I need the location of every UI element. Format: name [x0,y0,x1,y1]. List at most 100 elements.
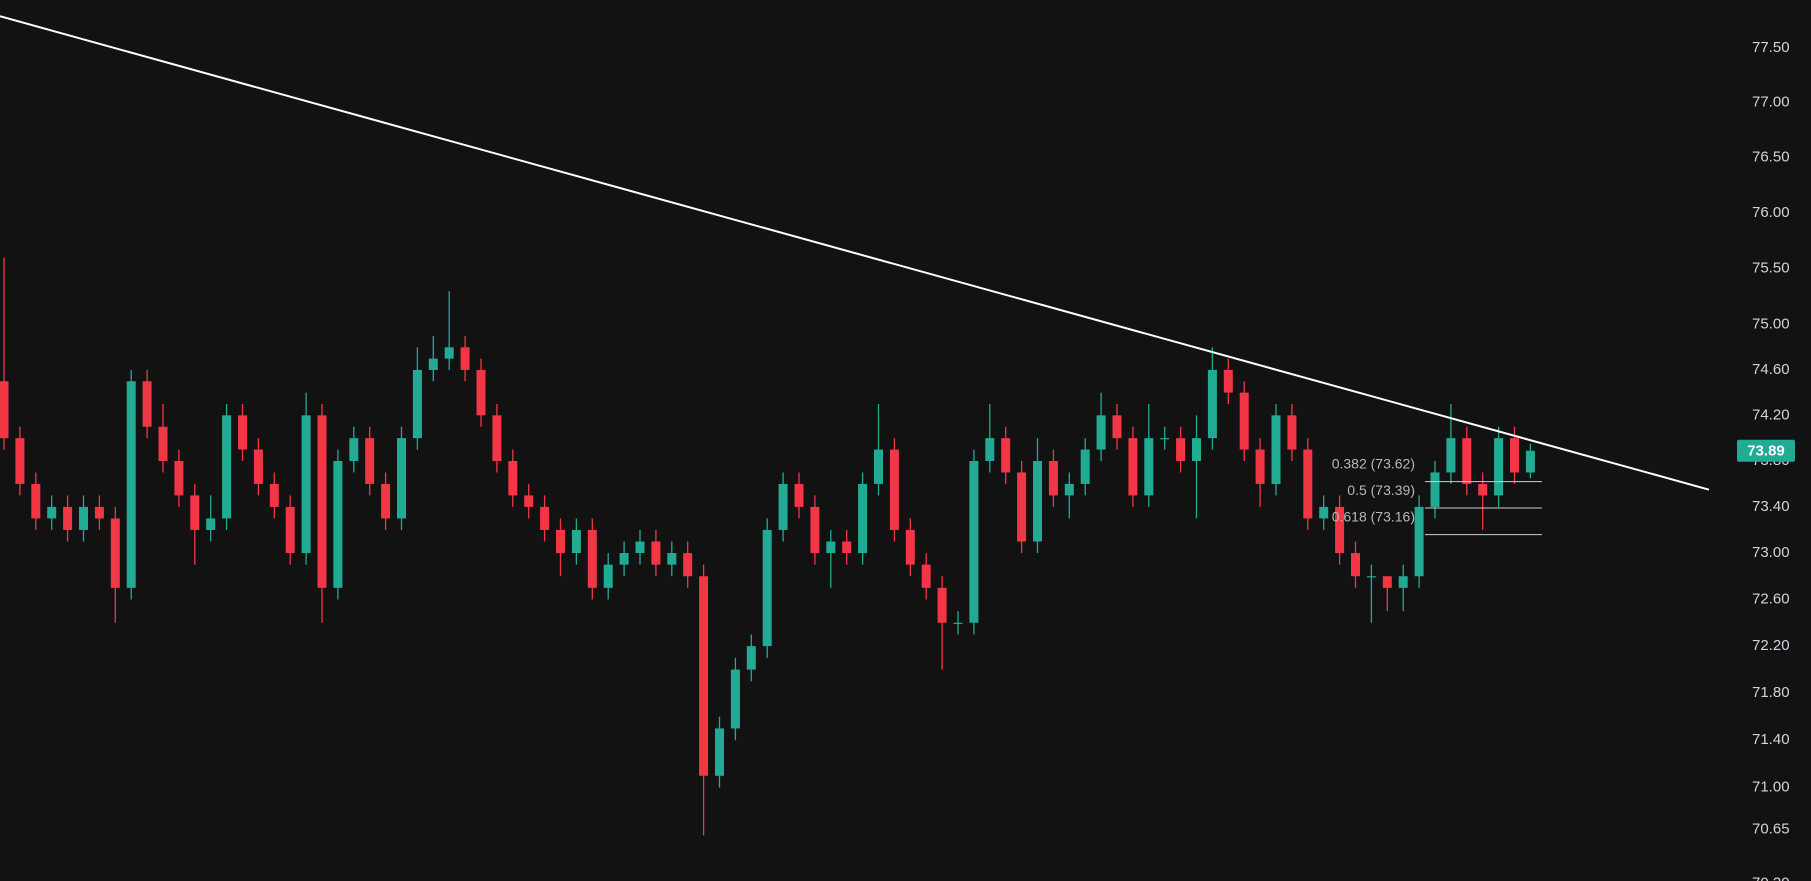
y-tick-label: 77.00 [1752,93,1790,110]
candle-body [1446,438,1456,473]
candle-body [1255,449,1265,484]
candle-body [253,449,263,484]
candle-body [63,506,73,530]
candle-body [94,506,104,519]
candle-body [1351,553,1360,577]
candle-body [206,518,216,530]
candle-body [730,669,740,729]
candle-body [285,506,295,554]
y-tick-label: 72.60 [1752,590,1790,607]
candle-body [238,415,247,450]
candle-body [381,483,391,519]
candle-body [1271,415,1281,484]
candle-body [31,483,41,519]
candle-body [937,587,947,623]
candle-body [1319,506,1329,519]
y-tick-label: 76.50 [1752,148,1790,165]
candle-body [365,438,375,484]
fib-label: 0.382 (73.62) [1332,455,1415,471]
candle-body [524,495,534,507]
candle-body [762,529,772,647]
candle-body [1303,449,1313,519]
candle-body [47,506,57,519]
candle-body [794,483,804,507]
candle-body [349,438,359,462]
candle-body [1478,483,1488,496]
candle-body [651,541,661,565]
candle-body [603,564,613,588]
candle-body [1335,506,1345,554]
candle-body [921,564,931,588]
candle-body [460,347,470,370]
candle-body [1080,449,1090,484]
candle-body [412,369,422,439]
candle-body [190,495,200,530]
candle-body [715,728,724,776]
candle-body [571,529,581,554]
y-tick-label: 77.50 [1752,39,1790,56]
candle-body [444,347,454,359]
candle-body [1176,438,1186,462]
candle-body [1430,472,1440,507]
candle-body [1510,438,1519,473]
trendline [0,15,1710,491]
candle-body [0,381,9,439]
candle-body [826,541,836,554]
candle-body [222,415,232,519]
candle-body [746,646,756,670]
candle-body [1128,438,1138,496]
candle-body [174,461,184,496]
candle-body [1223,369,1233,393]
candle-body [1001,438,1011,473]
candle-body [269,483,279,507]
candle-body [699,576,709,776]
candle-body [810,506,820,554]
candle-body [889,449,899,530]
candle-body [905,529,915,565]
candle-body [1192,438,1201,462]
candle-body [874,449,883,484]
y-tick-label: 70.20 [1752,874,1790,881]
candle-body [858,483,868,554]
candle-body [1287,415,1297,450]
y-tick-label: 74.60 [1752,361,1790,378]
candle-body [428,358,438,370]
candle-body [985,438,995,462]
candle-body [778,483,788,530]
last-price-tag [1737,439,1795,462]
candle-body [683,553,693,577]
candle-body [110,518,120,588]
y-tick-label: 72.20 [1752,637,1790,654]
candle-body [556,529,565,554]
y-tick-label: 70.65 [1752,820,1790,837]
candle-body [508,461,518,496]
candle-body [1112,415,1122,439]
candle-body [1144,438,1154,496]
candle-body [1096,415,1106,450]
candle-body [1033,461,1042,542]
y-tick-label: 71.40 [1752,731,1790,748]
y-tick-label: 71.00 [1752,779,1790,796]
y-tick-label: 76.00 [1752,204,1790,221]
candle-body [1064,483,1074,496]
candle-body [619,553,629,565]
fib-label: 0.5 (73.39) [1347,482,1415,498]
candle-body [953,622,963,624]
candle-body [540,506,550,530]
candle-body [1462,438,1472,484]
candle-body [1160,438,1170,440]
candle-body [317,415,327,588]
candle-body [333,461,343,588]
y-tick-label: 73.40 [1752,498,1790,515]
candle-body [476,369,486,416]
candle-body [587,529,597,588]
candle-body [1239,392,1249,450]
candle-body [142,381,152,427]
y-tick-label: 75.00 [1752,316,1790,333]
y-tick-label: 75.50 [1752,260,1790,277]
y-tick-label: 74.20 [1752,406,1790,423]
candle-body [1414,506,1424,577]
candle-body [1366,576,1376,578]
